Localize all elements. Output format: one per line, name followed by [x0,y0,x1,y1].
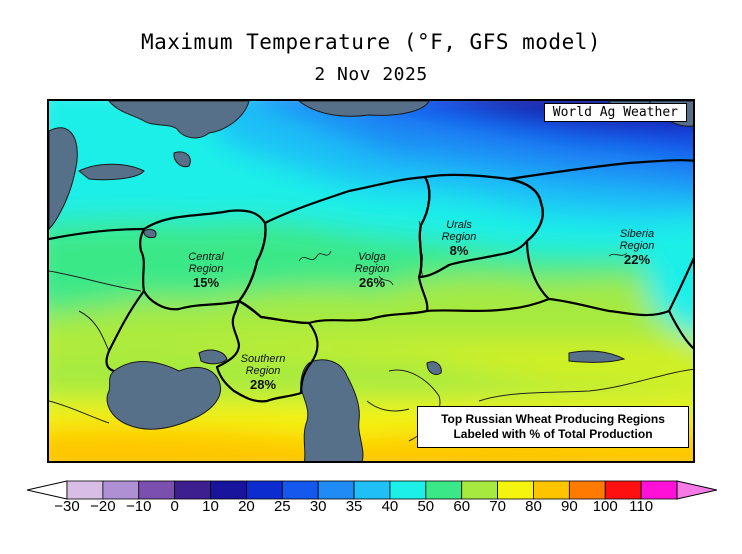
colorbar-swatch [174,480,211,500]
colorbar-labels: −30 −20 −10 0 10 20 25 30 35 40 50 60 70 80 90 100 110 [0,498,742,520]
colorbar-tick-label: 80 [525,498,542,515]
colorbar-tick-label: 35 [345,498,363,515]
colorbar-swatch [317,480,355,500]
colorbar-tick-label: 40 [381,498,399,515]
colorbar-tick-label: 60 [453,498,471,515]
region-label-siberia: Siberia Region 22% [601,228,673,266]
region-label-central: Central Region 15% [171,251,241,289]
colorbar-arrow-low [27,480,68,500]
colorbar-swatch [138,480,176,500]
colorbar-tick-label: 10 [202,498,219,515]
colorbar-swatch [640,480,678,500]
map-title: Maximum Temperature (°F, GFS model) [140,30,601,54]
colorbar-swatch [604,480,642,500]
colorbar-tick-label: 25 [273,498,291,515]
colorbar-tick-label: 50 [417,498,435,515]
colorbar-tick-label: 30 [309,498,327,515]
colorbar-swatch [353,480,391,500]
colorbar-swatch [281,480,319,500]
colorbar-tick-label: 0 [170,498,179,515]
colorbar-swatch [389,480,427,500]
colorbar-tick-label: −20 [90,498,116,515]
region-label-urals: Urals Region 8% [427,219,491,257]
colorbar-tick-label: 90 [561,498,578,515]
colorbar-swatch [461,480,498,500]
colorbar-swatch [425,480,463,500]
temperature-colorbar [27,480,717,500]
region-label-southern: Southern Region 28% [223,353,303,391]
region-percent-urals: 8% [449,243,469,258]
colorbar-tick-label: 100 [592,498,618,515]
legend-note: Top Russian Wheat Producing Regions Labe… [417,406,689,448]
colorbar-swatch [246,480,283,500]
colorbar-swatch [533,480,570,500]
colorbar-tick-label: −10 [126,498,152,515]
credit-label: World Ag Weather [543,103,687,122]
colorbar-swatch [102,480,140,500]
region-percent-volga: 26% [358,275,386,290]
colorbar-swatch [210,480,247,500]
map-date: 2 Nov 2025 [314,64,428,85]
colorbar-tick-label: −30 [54,498,80,515]
region-percent-central: 15% [192,275,220,290]
colorbar-tick-label: 70 [489,498,506,515]
colorbar-swatch [66,480,104,500]
colorbar-tick-label: 110 [629,498,654,515]
colorbar-tick-label: 20 [238,498,255,515]
colorbar-arrow-high [676,480,717,500]
temperature-map: World Ag Weather Central Region 15% Volg… [47,99,695,463]
note-line-2: Labeled with % of Total Production [453,427,653,441]
colorbar-swatch [497,480,534,500]
region-label-volga: Volga Region 26% [337,251,407,289]
colorbar-swatch [568,480,606,500]
note-line-1: Top Russian Wheat Producing Regions [441,412,665,426]
region-percent-southern: 28% [249,377,277,392]
region-percent-siberia: 22% [623,252,651,267]
